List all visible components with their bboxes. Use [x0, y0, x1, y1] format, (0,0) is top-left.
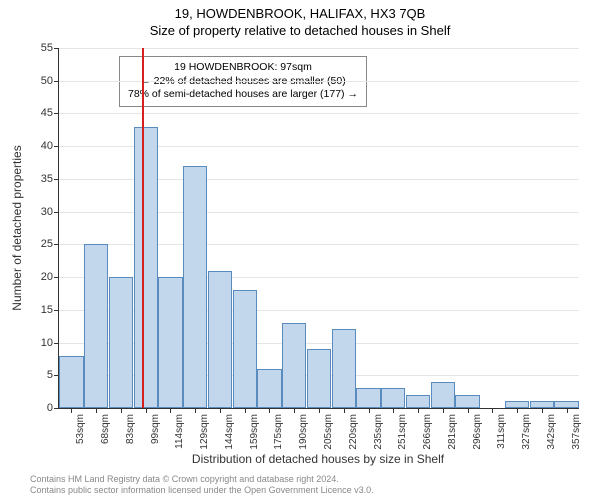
- super-title: 19, HOWDENBROOK, HALIFAX, HX3 7QB: [0, 6, 600, 21]
- y-tick-label: 10: [41, 337, 59, 349]
- plot-area: 19 HOWDENBROOK: 97sqm ← 22% of detached …: [58, 48, 579, 409]
- gridline: [59, 113, 579, 114]
- footer-attribution: Contains HM Land Registry data © Crown c…: [30, 474, 374, 496]
- x-tick-mark: [393, 408, 394, 413]
- x-tick-label: 190sqm: [298, 414, 309, 450]
- x-tick-mark: [269, 408, 270, 413]
- x-tick-label: 296sqm: [472, 414, 483, 450]
- x-tick-label: 281sqm: [447, 414, 458, 450]
- x-tick-mark: [492, 408, 493, 413]
- histogram-bar: [84, 244, 108, 408]
- x-tick-mark: [71, 408, 72, 413]
- x-tick-label: 68sqm: [100, 414, 111, 444]
- histogram-bar: [431, 382, 455, 408]
- x-tick-label: 99sqm: [150, 414, 161, 444]
- histogram-bar: [59, 356, 83, 408]
- x-tick-label: 251sqm: [397, 414, 408, 450]
- histogram-bar: [158, 277, 182, 408]
- x-tick-label: 175sqm: [273, 414, 284, 450]
- x-tick-mark: [344, 408, 345, 413]
- y-tick-label: 35: [41, 173, 59, 185]
- x-tick-mark: [567, 408, 568, 413]
- annotation-line1: 19 HOWDENBROOK: 97sqm: [128, 61, 358, 75]
- y-tick-label: 50: [41, 75, 59, 87]
- x-tick-label: 342sqm: [546, 414, 557, 450]
- x-tick-label: 159sqm: [249, 414, 260, 450]
- x-tick-label: 220sqm: [348, 414, 359, 450]
- x-tick-label: 327sqm: [521, 414, 532, 450]
- histogram-bar: [307, 349, 331, 408]
- histogram-bar: [356, 388, 380, 408]
- y-tick-label: 25: [41, 238, 59, 250]
- histogram-bar: [381, 388, 405, 408]
- x-tick-mark: [369, 408, 370, 413]
- y-tick-label: 15: [41, 304, 59, 316]
- x-tick-label: 53sqm: [75, 414, 86, 444]
- x-tick-mark: [517, 408, 518, 413]
- footer-line1: Contains HM Land Registry data © Crown c…: [30, 474, 374, 485]
- x-tick-mark: [443, 408, 444, 413]
- histogram-bar: [233, 290, 257, 408]
- histogram-bar: [183, 166, 207, 408]
- y-tick-label: 55: [41, 42, 59, 54]
- x-tick-mark: [220, 408, 221, 413]
- annotation-line3: 78% of semi-detached houses are larger (…: [128, 88, 358, 102]
- x-tick-label: 83sqm: [125, 414, 136, 444]
- x-tick-mark: [146, 408, 147, 413]
- x-tick-label: 129sqm: [199, 414, 210, 450]
- y-tick-label: 0: [47, 402, 59, 414]
- y-tick-label: 45: [41, 107, 59, 119]
- sub-title: Size of property relative to detached ho…: [0, 23, 600, 38]
- x-tick-mark: [96, 408, 97, 413]
- histogram-bar: [109, 277, 133, 408]
- chart-title-block: 19, HOWDENBROOK, HALIFAX, HX3 7QB Size o…: [0, 0, 600, 38]
- x-tick-mark: [170, 408, 171, 413]
- y-tick-label: 20: [41, 271, 59, 283]
- x-tick-label: 357sqm: [571, 414, 582, 450]
- histogram-bar: [332, 329, 356, 408]
- x-tick-label: 114sqm: [174, 414, 185, 449]
- property-marker-line: [142, 48, 144, 408]
- y-tick-label: 40: [41, 140, 59, 152]
- x-tick-mark: [195, 408, 196, 413]
- histogram-bar: [282, 323, 306, 408]
- gridline: [59, 81, 579, 82]
- x-tick-mark: [418, 408, 419, 413]
- x-tick-mark: [245, 408, 246, 413]
- y-tick-label: 30: [41, 206, 59, 218]
- x-tick-label: 266sqm: [422, 414, 433, 450]
- x-tick-label: 205sqm: [323, 414, 334, 450]
- x-tick-mark: [319, 408, 320, 413]
- x-tick-label: 311sqm: [496, 414, 507, 449]
- x-tick-label: 235sqm: [373, 414, 384, 450]
- gridline: [59, 48, 579, 49]
- histogram-bar: [134, 127, 158, 408]
- histogram-bar: [257, 369, 281, 408]
- histogram-bar: [455, 395, 479, 408]
- y-tick-label: 5: [47, 369, 59, 381]
- x-tick-mark: [468, 408, 469, 413]
- histogram-bar: [208, 271, 232, 408]
- footer-line2: Contains public sector information licen…: [30, 485, 374, 496]
- x-axis-label: Distribution of detached houses by size …: [58, 452, 578, 466]
- x-tick-label: 144sqm: [224, 414, 235, 450]
- x-tick-mark: [542, 408, 543, 413]
- histogram-bar: [406, 395, 430, 408]
- x-tick-mark: [121, 408, 122, 413]
- x-tick-mark: [294, 408, 295, 413]
